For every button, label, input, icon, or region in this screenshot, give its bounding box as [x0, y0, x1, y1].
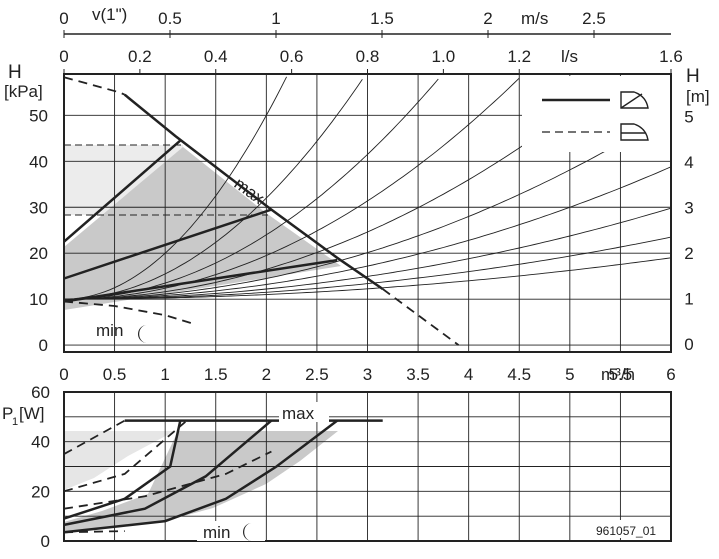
y-left-tick-label: 40	[29, 152, 48, 171]
x-tick-label: 3.5	[406, 365, 430, 384]
velocity-tick-label: 0.5	[158, 9, 182, 28]
x-tick-label: 3	[363, 365, 372, 384]
power-chart: max min 961057_01	[63, 391, 672, 542]
legend	[522, 76, 670, 152]
power-axis-label: P	[2, 404, 13, 423]
system-curve	[63, 112, 672, 300]
head-series-line	[63, 208, 272, 280]
flow-ls-tick-label: 0.8	[356, 47, 380, 66]
flow-ls-tick-label: 0.6	[280, 47, 304, 66]
system-curve	[64, 236, 672, 300]
power-series-line	[63, 419, 338, 534]
flow-ls-tick-label: 1.2	[507, 47, 531, 66]
system-curve	[63, 76, 288, 300]
y-right-tick-label: 0	[684, 335, 693, 354]
velocity-unit-label: m/s	[521, 9, 548, 28]
head-chart: max min	[63, 73, 672, 353]
head-series-line	[382, 288, 460, 346]
y-left-tick-label: 50	[29, 106, 48, 125]
head-series-line	[63, 76, 126, 96]
flow-ls-tick-label: 1.6	[659, 47, 683, 66]
power-grid	[63, 392, 672, 541]
system-curve	[64, 257, 672, 300]
x-tick-label: 4.5	[507, 365, 531, 384]
x-tick-label: 2	[262, 365, 271, 384]
flow-ls-tick-label: 1.0	[432, 47, 456, 66]
code-box	[590, 520, 668, 538]
power-axis-unit: [W]	[19, 404, 45, 423]
power-series-line	[63, 419, 273, 527]
head-series-line	[63, 139, 182, 243]
power-chart-frame	[63, 391, 672, 542]
head-chart-ticks: 0 0.5 1 1.5 2 2.5 3 3.5 4 4.5 5 5.5 6010203040500123…	[29, 9, 694, 384]
velocity-tick-label: 1	[271, 9, 280, 28]
power-series-line	[63, 420, 182, 520]
power-series-line	[63, 450, 272, 510]
power-series-line	[63, 421, 186, 493]
y-right-tick-label: 5	[684, 108, 693, 127]
min-box	[197, 521, 265, 541]
system-curve	[64, 207, 672, 300]
y-left-tick-label: 30	[29, 198, 48, 217]
min-annotation: min	[96, 321, 123, 340]
system-curve	[63, 166, 672, 300]
head-right-unit: [m]	[686, 87, 710, 106]
flow-ls-tick-label: 0	[59, 47, 68, 66]
flow-ls-unit-label: l/s	[561, 47, 578, 66]
power-max-annotation: max	[282, 404, 315, 423]
head-right-label: H	[686, 66, 700, 87]
velocity-tick-label: 1.5	[370, 9, 394, 28]
velocity-tick-label: 0	[59, 9, 68, 28]
y-left-tick-label: 20	[29, 244, 48, 263]
power-min-annotation: min	[203, 523, 230, 542]
power-y-tick-label: 0	[41, 532, 50, 551]
power-chart-ticks: 0 20 40 60	[31, 383, 50, 551]
power-light-area	[64, 431, 175, 490]
figure-code: 961057_01	[596, 524, 656, 538]
power-series	[63, 419, 383, 534]
x-tick-label: 0	[59, 365, 68, 384]
moon-icon	[138, 325, 147, 343]
velocity-tick-label: 2	[483, 9, 492, 28]
legend-solid-icon	[620, 91, 649, 109]
power-axis-subscript: 1	[12, 416, 18, 428]
system-curve	[63, 77, 520, 300]
y-left-tick-label: 10	[29, 290, 48, 309]
flow-m3h-unit-label: m³/h	[601, 365, 635, 384]
x-tick-label: 1.5	[204, 365, 228, 384]
velocity-axis-label: v(1")	[92, 5, 127, 24]
head-series	[63, 76, 460, 346]
head-left-unit: [kPa]	[4, 82, 43, 101]
x-tick-label: 0.5	[103, 365, 127, 384]
x-tick-label: 2.5	[305, 365, 329, 384]
y-left-tick-label: 0	[39, 336, 48, 355]
legend-dashed-icon	[620, 123, 649, 141]
head-left-label: H	[8, 62, 22, 83]
x-tick-label: 5.5	[609, 365, 633, 384]
y-right-tick-label: 4	[684, 153, 693, 172]
y-right-tick-label: 2	[684, 244, 693, 263]
power-series-line	[63, 530, 125, 534]
max-box	[279, 402, 329, 422]
power-y-tick-label: 60	[31, 383, 50, 402]
x-tick-label: 5	[565, 365, 574, 384]
flow-ls-tick-label: 0.2	[128, 47, 152, 66]
power-y-tick-label: 20	[31, 482, 50, 501]
velocity-tick-label: 2.5	[582, 9, 606, 28]
y-right-tick-label: 3	[684, 199, 693, 218]
x-tick-label: 6	[666, 365, 675, 384]
x-tick-label: 4	[464, 365, 473, 384]
power-y-tick-label: 40	[31, 433, 50, 452]
power-series-line	[63, 419, 126, 455]
head-series-line	[63, 300, 196, 326]
head-series-line	[63, 258, 338, 303]
flow-ls-tick-label: 0.4	[204, 47, 228, 66]
y-right-tick-label: 1	[684, 290, 693, 309]
x-tick-label: 1	[160, 365, 169, 384]
